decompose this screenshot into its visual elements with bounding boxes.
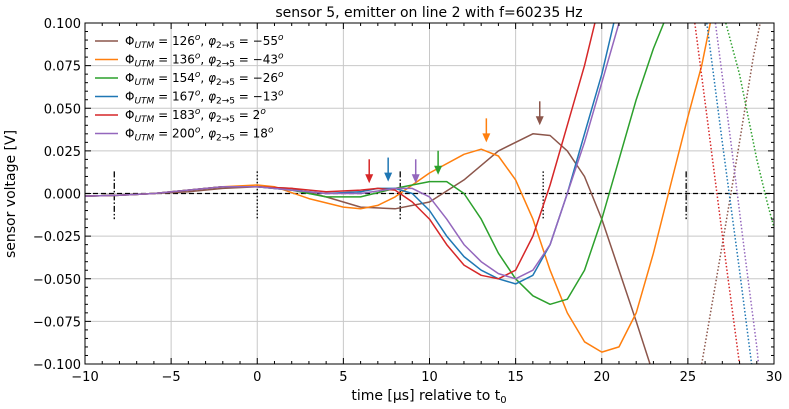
legend-label-4: ΦUTM = 167o, φ2→5 = −13o (125, 89, 284, 107)
arrow-head-6 (411, 174, 420, 184)
arrows (365, 101, 544, 184)
series-dotted-6 (714, 23, 760, 364)
series-dotted-3 (725, 23, 774, 228)
legend-label-6: ΦUTM = 200o, φ2→5 = 18o (125, 126, 274, 144)
x-tick-label: 25 (680, 370, 697, 385)
y-tick-label: −0.025 (33, 230, 81, 245)
y-axis-label: sensor voltage [V] (3, 130, 19, 258)
x-tick-label: 5 (339, 370, 347, 385)
y-tick-label: 0.050 (44, 102, 81, 117)
y-tick-label: 0.075 (44, 60, 81, 75)
chart-title: sensor 5, emitter on line 2 with f=60235… (275, 5, 582, 21)
y-tick-label: 0.100 (44, 17, 81, 32)
arrow-head-2 (482, 133, 491, 143)
arrow-head-4 (384, 172, 393, 182)
y-tick-label: −0.075 (33, 315, 81, 330)
series-dotted-5 (694, 23, 741, 364)
x-tick-label: 10 (421, 370, 438, 385)
series-line-6 (85, 23, 620, 280)
marker-lines (113, 171, 687, 220)
series-line-1 (85, 133, 651, 364)
y-tick-label: −0.050 (33, 273, 81, 288)
legend-label-2: ΦUTM = 136o, φ2→5 = −43o (125, 52, 284, 70)
y-tick-label: 0.025 (44, 145, 81, 160)
series-line-2 (85, 23, 712, 353)
y-tick-label: −0.100 (33, 358, 81, 373)
legend-label-1: ΦUTM = 126o, φ2→5 = −55o (125, 33, 284, 51)
x-tick-label: 0 (253, 370, 261, 385)
series-dotted-1 (700, 23, 761, 364)
series-dotted-4 (706, 23, 753, 364)
x-tick-label: −5 (162, 370, 181, 385)
x-axis-label: time [μs] relative to t0 (351, 388, 506, 406)
arrow-head-5 (365, 174, 374, 184)
x-tick-label: 30 (766, 370, 783, 385)
series-group (85, 23, 774, 364)
x-tick-label: 15 (507, 370, 524, 385)
ticks: −10 −5 0 5 10 15 20 25 30 −0.100 −0.075 −0.050 −0.02… (33, 17, 782, 385)
y-tick-label: 0.000 (44, 188, 81, 203)
x-tick-label: 20 (593, 370, 610, 385)
arrow-head-3 (434, 165, 443, 175)
legend-label-5: ΦUTM = 183o, φ2→5 = 2o (125, 107, 266, 125)
x-tick-label: −10 (71, 370, 98, 385)
arrow-head-1 (535, 116, 544, 126)
legend-label-3: ΦUTM = 154o, φ2→5 = −26o (125, 70, 284, 88)
